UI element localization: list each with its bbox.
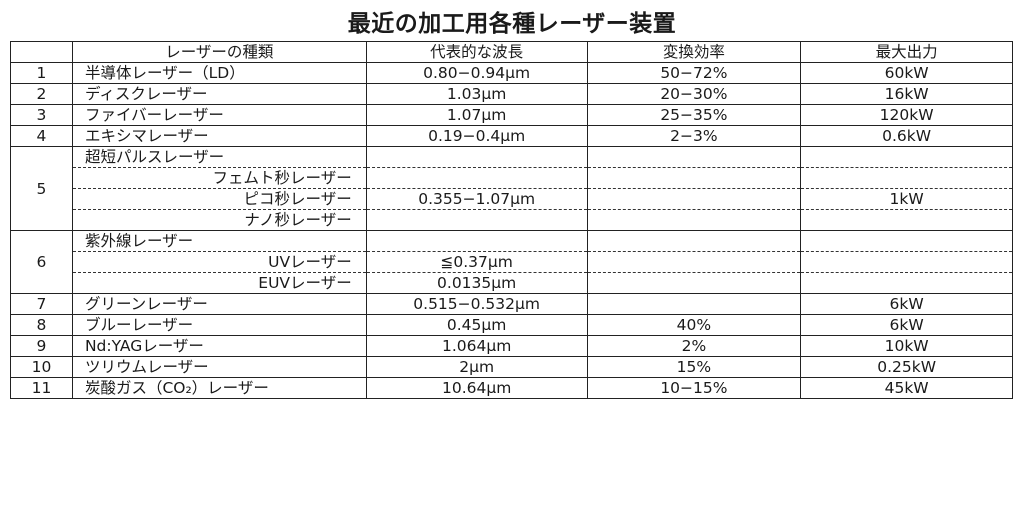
max-output [800,230,1013,252]
laser-table: レーザーの種類 代表的な波長 変換効率 最大出力 1 半導体レーザー（LD） 0.8… [10,41,1013,399]
max-output: 6kW [800,293,1013,315]
max-output: 120kW [800,104,1013,126]
table-row: 2 ディスクレーザー 1.03μm 20−30% 16kW [10,83,1013,105]
wavelength: 0.19−0.4μm [365,125,588,147]
table-row: 9 Nd:YAGレーザー 1.064μm 2% 10kW [10,335,1013,357]
table-row: 7 グリーンレーザー 0.515−0.532μm 6kW [10,293,1013,315]
laser-subtype: ピコ秒レーザー [71,188,367,210]
wavelength [365,230,588,252]
row-number: 10 [10,356,73,378]
efficiency [586,272,802,294]
wavelength: 2μm [365,356,588,378]
max-output [800,272,1013,294]
laser-type: 炭酸ガス（CO₂）レーザー [71,377,367,399]
row-number: 5 [10,146,73,231]
laser-type: エキシマレーザー [71,125,367,147]
wavelength: 0.45μm [365,314,588,336]
efficiency [586,293,802,315]
table-row: 8 ブルーレーザー 0.45μm 40% 6kW [10,314,1013,336]
max-output: 10kW [800,335,1013,357]
efficiency: 25−35% [586,104,802,126]
group-row: 5 超短パルスレーザー [10,146,1013,231]
max-output: 60kW [800,62,1013,84]
max-output [800,251,1013,273]
sub-row: EUVレーザー 0.0135μm [11,272,1013,294]
laser-type: 超短パルスレーザー [71,146,367,168]
table-row: 1 半導体レーザー（LD） 0.80−0.94μm 50−72% 60kW [10,62,1013,84]
wavelength: ≦0.37μm [365,251,588,273]
efficiency [586,251,802,273]
laser-type: ファイバーレーザー [71,104,367,126]
wavelength [365,167,588,189]
laser-type: 紫外線レーザー [71,230,367,252]
efficiency: 2−3% [586,125,802,147]
wavelength: 1.03μm [365,83,588,105]
laser-subtype: ナノ秒レーザー [71,209,367,231]
efficiency: 2% [586,335,802,357]
table-row: 10 ツリウムレーザー 2μm 15% 0.25kW [10,356,1013,378]
wavelength: 0.515−0.532μm [365,293,588,315]
max-output: 6kW [800,314,1013,336]
row-number: 4 [10,125,73,147]
efficiency: 20−30% [586,83,802,105]
max-output [800,146,1013,168]
laser-subtype: フェムト秒レーザー [71,167,367,189]
efficiency: 40% [586,314,802,336]
sub-row: UVレーザー ≦0.37μm [11,251,1013,273]
header-efficiency: 変換効率 [586,41,802,63]
laser-type: ツリウムレーザー [71,356,367,378]
laser-type: ディスクレーザー [71,83,367,105]
max-output: 1kW [800,188,1013,210]
header-no [10,41,73,63]
max-output: 45kW [800,377,1013,399]
header-wavelength: 代表的な波長 [365,41,588,63]
efficiency [586,230,802,252]
wavelength: 0.0135μm [365,272,588,294]
efficiency [586,188,802,210]
wavelength: 1.07μm [365,104,588,126]
efficiency [586,167,802,189]
row-number: 3 [10,104,73,126]
row-number: 8 [10,314,73,336]
group-row: 6 紫外線レーザー [10,230,1013,294]
row-number: 1 [10,62,73,84]
wavelength [365,209,588,231]
efficiency: 10−15% [586,377,802,399]
laser-subtype: EUVレーザー [71,272,367,294]
row-number: 9 [10,335,73,357]
max-output: 0.6kW [800,125,1013,147]
table-title: 最近の加工用各種レーザー装置 [347,11,677,37]
table-row: 4 エキシマレーザー 0.19−0.4μm 2−3% 0.6kW [10,125,1013,147]
row-number: 6 [10,230,73,294]
max-output: 0.25kW [800,356,1013,378]
laser-type: グリーンレーザー [71,293,367,315]
sub-row: ピコ秒レーザー 0.355−1.07μm 1kW [11,188,1013,210]
efficiency [586,146,802,168]
laser-subtype: UVレーザー [71,251,367,273]
laser-type: Nd:YAGレーザー [71,335,367,357]
table-row: 3 ファイバーレーザー 1.07μm 25−35% 120kW [10,104,1013,126]
header-row: レーザーの種類 代表的な波長 変換効率 最大出力 [10,41,1013,63]
row-number: 7 [10,293,73,315]
sub-row: フェムト秒レーザー [11,167,1013,189]
header-output: 最大出力 [800,41,1013,63]
wavelength: 0.355−1.07μm [365,188,588,210]
header-type: レーザーの種類 [71,41,367,63]
sub-row: ナノ秒レーザー [11,209,1013,231]
laser-type: 半導体レーザー（LD） [71,62,367,84]
row-number: 2 [10,83,73,105]
efficiency [586,209,802,231]
efficiency: 15% [586,356,802,378]
max-output [800,167,1013,189]
wavelength: 10.64μm [365,377,588,399]
wavelength [365,146,588,168]
table-row: 11 炭酸ガス（CO₂）レーザー 10.64μm 10−15% 45kW [10,377,1013,399]
laser-type: ブルーレーザー [71,314,367,336]
row-number: 11 [10,377,73,399]
wavelength: 1.064μm [365,335,588,357]
efficiency: 50−72% [586,62,802,84]
wavelength: 0.80−0.94μm [365,62,588,84]
max-output [800,209,1013,231]
max-output: 16kW [800,83,1013,105]
